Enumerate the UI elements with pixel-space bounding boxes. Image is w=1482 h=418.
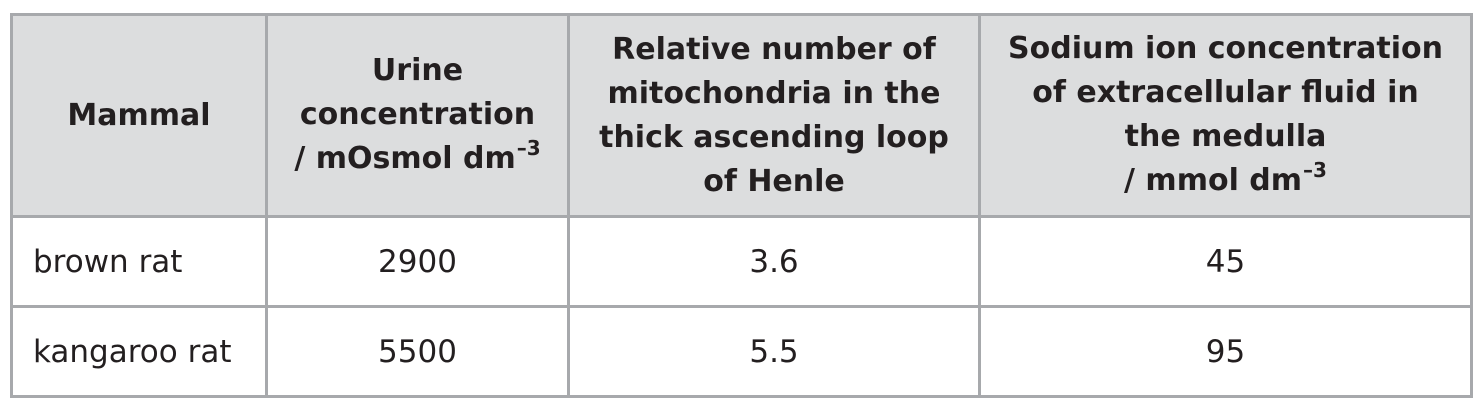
header-sodium-line-4: / mmol dm–3 [981,157,1470,205]
header-sodium-line-2: of extracellular fluid in [1032,74,1419,110]
header-urine-line-3: / mOsmol dm–3 [268,135,567,183]
cell-urine-concentration: 2900 [265,215,570,308]
header-mitochondria: Relative number of mitochondria in the t… [567,13,981,218]
header-mito-line-3: thick ascending loop [599,119,949,155]
header-sodium: Sodium ion concentration of extracellula… [978,13,1473,218]
header-mito-line-1: Relative number of [612,31,936,67]
header-mito-line-4: of Henle [703,163,845,199]
header-urine-line-2: concentration [299,96,536,132]
header-urine-unit-exponent: –3 [516,135,541,160]
data-table: Mammal Urine concentration / mOsmol dm–3… [10,13,1473,398]
cell-sodium: 45 [978,215,1473,308]
header-sodium-line-3: the medulla [1124,118,1327,154]
header-mito-line-2: mitochondria in the [607,75,941,111]
table-container: Mammal Urine concentration / mOsmol dm–3… [10,13,1473,398]
header-urine-concentration: Urine concentration / mOsmol dm–3 [265,13,570,218]
header-sodium-unit: / mmol dm [1124,162,1303,198]
header-row: Mammal Urine concentration / mOsmol dm–3… [10,13,1473,218]
cell-mammal: kangaroo rat [10,305,268,398]
table-row: kangaroo rat 5500 5.5 95 [10,305,1473,398]
table-row: brown rat 2900 3.6 45 [10,215,1473,308]
cell-mitochondria: 5.5 [567,305,981,398]
header-mammal: Mammal [10,13,268,218]
header-sodium-unit-exponent: –3 [1303,157,1327,182]
cell-sodium: 95 [978,305,1473,398]
cell-urine-concentration: 5500 [265,305,570,398]
cell-mammal: brown rat [10,215,268,308]
header-mammal-line-1: Mammal [67,97,211,133]
cell-mitochondria: 3.6 [567,215,981,308]
header-sodium-line-1: Sodium ion concentration [1008,30,1443,66]
header-urine-unit: / mOsmol dm [294,140,516,176]
header-urine-line-1: Urine [371,52,464,88]
